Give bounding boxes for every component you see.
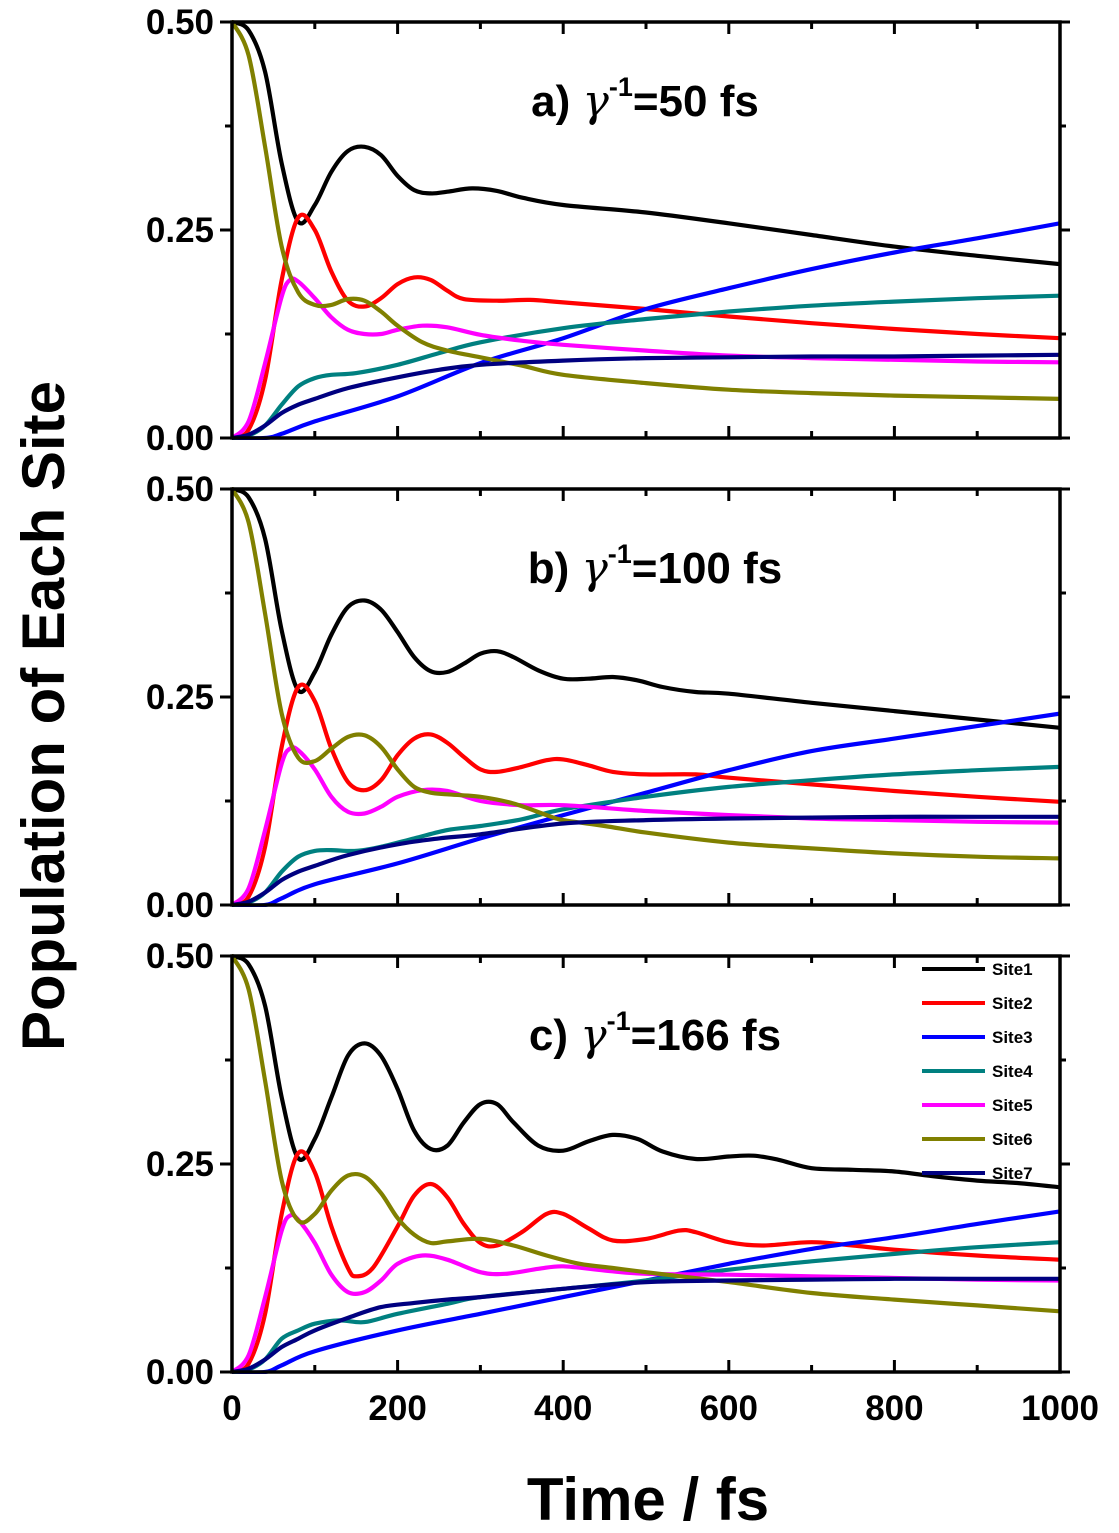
series-line-site7 xyxy=(232,1276,1060,1374)
y-tick-label: 0.25 xyxy=(146,678,214,717)
series-line-site1 xyxy=(232,954,1060,1190)
series-line-site3 xyxy=(232,221,1060,440)
series-lines xyxy=(232,487,1060,907)
legend-label-site7: Site7 xyxy=(992,1164,1033,1183)
series-line-site4 xyxy=(232,764,1060,907)
series-line-site6 xyxy=(232,20,1060,401)
series-line-site4 xyxy=(232,293,1060,440)
y-tick-label: 0.50 xyxy=(146,3,214,42)
series-line-site2 xyxy=(232,1149,1060,1374)
x-tick-label: 1000 xyxy=(1021,1389,1099,1428)
y-tick-label: 0.25 xyxy=(146,211,214,250)
series-line-site5 xyxy=(232,1212,1060,1374)
series-line-site7 xyxy=(232,352,1060,440)
legend-label-site3: Site3 xyxy=(992,1028,1033,1047)
panel-label: b) γ-1=100 fs xyxy=(528,539,783,594)
y-tick-label: 0.00 xyxy=(146,1353,214,1392)
x-axis-title: Time / fs xyxy=(527,1466,769,1533)
x-tick-label: 0 xyxy=(222,1389,241,1428)
series-line-site1 xyxy=(232,487,1060,730)
y-axis-title: Population of Each Site xyxy=(10,381,77,1051)
series-line-site6 xyxy=(232,487,1060,861)
x-tick-label: 200 xyxy=(368,1389,426,1428)
legend-label-site5: Site5 xyxy=(992,1096,1033,1115)
panel-c: 0.00 0.25 0.50 c) γ-1=166 fs xyxy=(146,937,1070,1392)
legend-label-site1: Site1 xyxy=(992,960,1033,979)
y-tick-label: 0.00 xyxy=(146,419,214,458)
plot-area: 0.00 0.25 0.50 a) γ-1=50 fs 0.00 0.25 0.50 b) γ… xyxy=(146,3,1099,1428)
y-tick-label: 0.50 xyxy=(146,470,214,509)
series-line-site7 xyxy=(232,814,1060,907)
y-tick-label: 0.50 xyxy=(146,937,214,976)
panel-label: a) γ-1=50 fs xyxy=(531,72,759,127)
legend-label-site2: Site2 xyxy=(992,994,1033,1013)
panel-b: 0.00 0.25 0.50 b) γ-1=100 fs xyxy=(146,470,1070,925)
panel-label: c) γ-1=166 fs xyxy=(529,1006,781,1061)
legend-label-site4: Site4 xyxy=(992,1062,1033,1081)
series-line-site6 xyxy=(232,954,1060,1314)
x-tick-label: 400 xyxy=(534,1389,592,1428)
x-tick-label: 800 xyxy=(865,1389,923,1428)
series-line-site3 xyxy=(232,1209,1060,1374)
panel-a: 0.00 0.25 0.50 a) γ-1=50 fs xyxy=(146,3,1070,458)
series-line-site1 xyxy=(232,20,1060,267)
series-line-site4 xyxy=(232,1240,1060,1374)
legend: Site1 Site2 Site3 Site4 Site5 Site6 Site7 xyxy=(922,960,1033,1183)
y-tick-label: 0.00 xyxy=(146,886,214,925)
series-lines xyxy=(232,20,1060,440)
legend-label-site6: Site6 xyxy=(992,1130,1033,1149)
x-tick-label: 600 xyxy=(700,1389,758,1428)
y-tick-label: 0.25 xyxy=(146,1145,214,1184)
series-line-site3 xyxy=(232,711,1060,907)
series-line-site2 xyxy=(232,212,1060,440)
series-line-site2 xyxy=(232,682,1060,907)
series-lines xyxy=(232,954,1060,1374)
